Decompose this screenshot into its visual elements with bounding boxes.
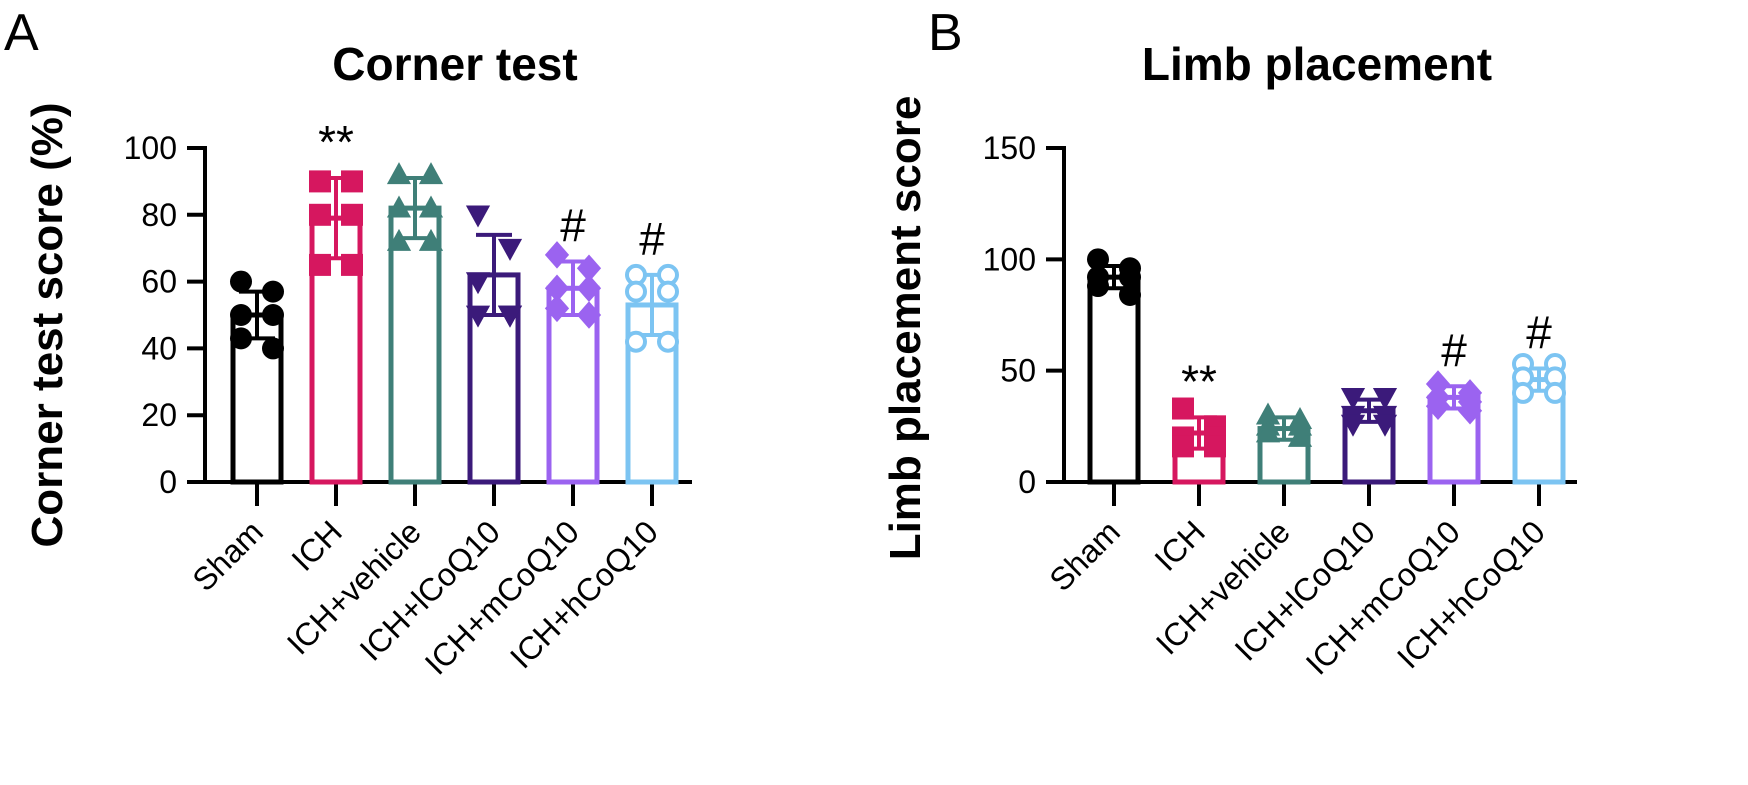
significance-label: # [560,200,586,252]
data-point [341,170,363,193]
data-point [309,253,331,276]
data-point [657,280,679,303]
data-point [544,241,570,269]
data-point [1255,420,1281,443]
chart-title: Limb placement [1142,38,1492,90]
x-category-label: Sham [1042,513,1127,598]
y-tick-label: 0 [1018,464,1036,500]
significance-label: ** [318,116,354,168]
x-category-label: ICH [285,513,349,577]
chart-panel-limb-placement: Limb placement Limb placement score 0 50 100… [881,38,1577,682]
data-point [341,253,363,276]
data-point [1340,414,1366,437]
y-tick-label: 0 [159,464,177,500]
chart-title: Corner test [332,38,577,90]
significance-label: # [639,213,665,265]
panel-letter-b: B [928,4,963,62]
data-point [1119,266,1141,289]
significance-label: ** [1181,355,1217,407]
data-point [262,304,284,326]
significance-label: # [1526,306,1552,358]
data-point [544,294,570,323]
y-tick-label: 60 [141,264,177,300]
data-point [262,280,284,303]
data-point [1340,388,1366,411]
y-axis-label: Corner test score (%) [23,102,72,547]
data-point [1255,402,1281,425]
data-point [657,330,679,353]
x-category-label: ICH+hCoQ10 [1390,513,1552,675]
panel-letter-a: A [4,4,39,62]
data-point [386,228,412,251]
data-point [1204,435,1226,458]
data-point [1172,397,1194,420]
data-point [1372,388,1398,411]
data-point [1512,381,1534,404]
data-point [418,228,444,251]
data-point [386,162,412,185]
data-point [625,280,647,303]
data-point [576,254,602,282]
data-point [418,195,444,218]
data-point [1287,413,1313,436]
data-point [544,274,570,303]
data-point [309,170,331,193]
data-point [309,203,331,226]
chart-panel-corner-test: Corner test Corner test score (%) 0 20 40 60 8… [23,38,692,682]
data-point [1457,396,1483,425]
data-point [465,272,491,295]
data-point [1544,381,1566,404]
data-point [1172,435,1194,458]
data-point [386,195,412,218]
data-point [1119,283,1141,306]
data-point [262,337,284,360]
data-point [497,238,523,261]
y-tick-label: 20 [141,397,177,433]
x-category-label: Sham [185,513,270,598]
y-tick-label: 40 [141,330,177,366]
y-tick-label: 50 [1000,353,1036,389]
data-point [465,205,491,228]
data-point [230,327,252,350]
y-tick-label: 100 [983,241,1036,277]
y-tick-label: 150 [983,130,1036,166]
y-axis-label: Limb placement score [881,96,930,561]
y-tick-label: 100 [124,130,177,166]
data-point [1087,248,1109,271]
y-tick-label: 80 [141,197,177,233]
data-point [1372,414,1398,437]
data-point [576,301,602,329]
data-point [341,203,363,226]
x-category-label: ICH [1148,513,1212,577]
data-point [1425,392,1451,421]
data-point [576,274,602,303]
data-point [1287,424,1313,447]
significance-label: # [1441,324,1467,376]
data-point [625,330,647,353]
data-point [465,305,491,328]
bar [1087,274,1141,485]
data-point [230,304,252,326]
data-point [418,162,444,185]
data-point [1087,275,1109,298]
data-point [230,270,252,293]
data-point [497,305,523,328]
